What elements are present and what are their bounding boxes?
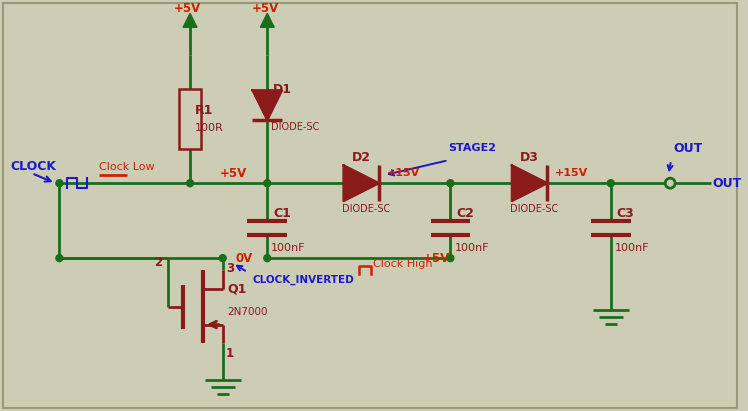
Polygon shape [512, 165, 548, 201]
Circle shape [56, 180, 63, 187]
Circle shape [447, 255, 454, 262]
Bar [180, 89, 201, 149]
Polygon shape [343, 165, 379, 201]
Text: 100nF: 100nF [272, 243, 306, 253]
Text: 2: 2 [154, 256, 162, 269]
Text: 3: 3 [226, 262, 234, 275]
Text: Clock High: Clock High [373, 259, 432, 269]
Text: +15V: +15V [387, 168, 420, 178]
Text: Q1: Q1 [227, 282, 247, 295]
Text: +5V: +5V [423, 252, 450, 265]
Text: C1: C1 [273, 207, 291, 219]
Text: C2: C2 [456, 207, 474, 219]
Text: DIODE-SC: DIODE-SC [272, 122, 319, 132]
Circle shape [219, 255, 226, 262]
Polygon shape [260, 13, 275, 27]
Polygon shape [252, 90, 282, 120]
Circle shape [607, 180, 614, 187]
Text: 100R: 100R [195, 123, 224, 133]
Text: DIODE-SC: DIODE-SC [342, 204, 390, 214]
Polygon shape [183, 13, 197, 27]
Text: 2N7000: 2N7000 [227, 307, 269, 316]
Text: +5V: +5V [251, 2, 279, 15]
Text: D1: D1 [273, 83, 292, 96]
Circle shape [186, 180, 194, 187]
Text: CLOCK: CLOCK [10, 160, 56, 173]
Text: +5V: +5V [220, 167, 247, 180]
Circle shape [447, 180, 454, 187]
Text: C3: C3 [616, 207, 634, 219]
Text: D3: D3 [520, 151, 539, 164]
Text: R1: R1 [195, 104, 213, 117]
FancyBboxPatch shape [3, 3, 738, 408]
Text: OUT: OUT [673, 142, 702, 155]
Circle shape [264, 180, 271, 187]
Text: 1: 1 [226, 346, 234, 360]
Text: 100nF: 100nF [454, 243, 489, 253]
Circle shape [56, 255, 63, 262]
Text: STAGE2: STAGE2 [449, 143, 497, 153]
Text: Clock Low: Clock Low [99, 162, 155, 172]
Text: CLOCK_INVERTED: CLOCK_INVERTED [252, 275, 354, 285]
Text: OUT: OUT [713, 177, 742, 190]
Text: +5V: +5V [174, 2, 201, 15]
Text: 0V: 0V [236, 252, 253, 265]
Text: 100nF: 100nF [615, 243, 649, 253]
Text: +15V: +15V [555, 168, 589, 178]
Text: DIODE-SC: DIODE-SC [510, 204, 558, 214]
Text: D2: D2 [352, 151, 370, 164]
Circle shape [264, 255, 271, 262]
